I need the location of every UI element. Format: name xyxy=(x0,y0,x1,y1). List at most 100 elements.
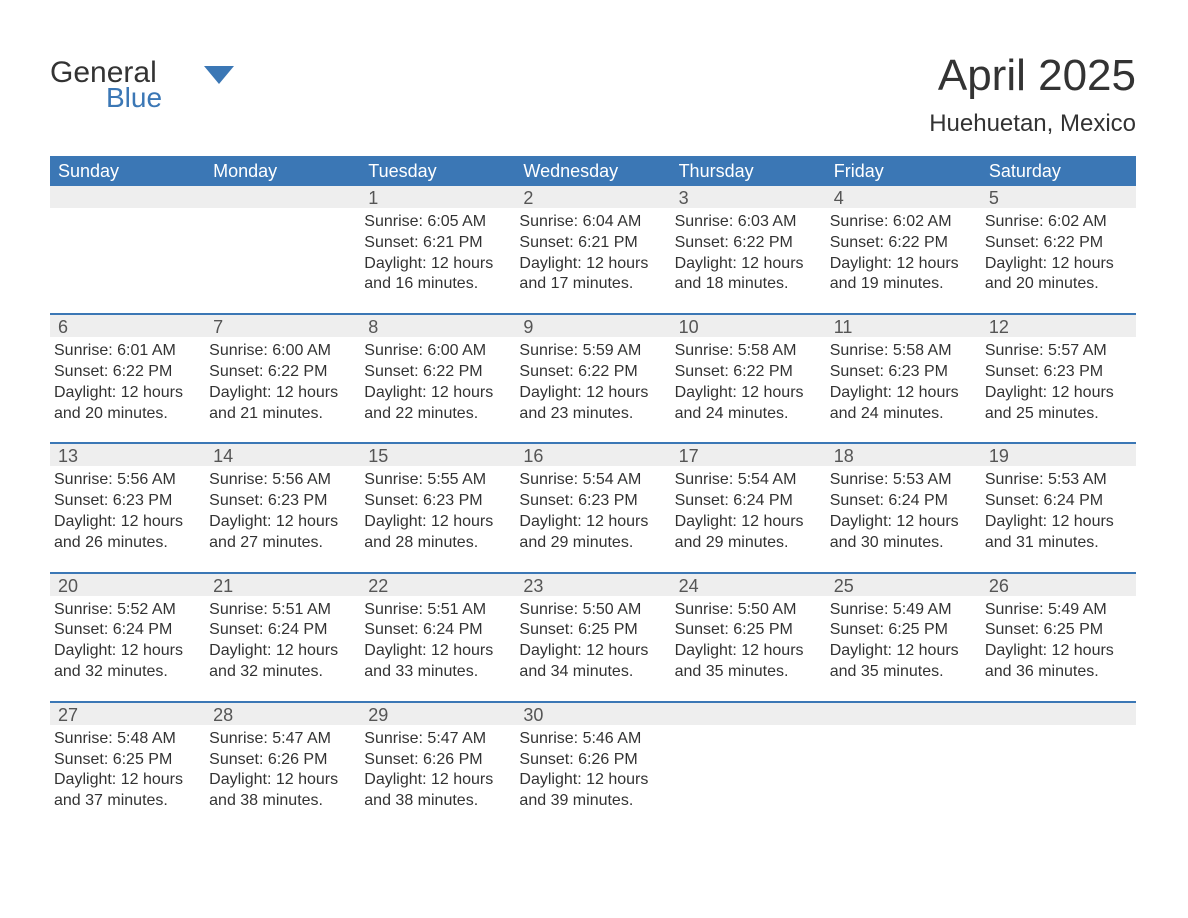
sunset-line: Sunset: 6:22 PM xyxy=(830,233,975,254)
sunset-line: Sunset: 6:22 PM xyxy=(675,362,820,383)
day-cell: 16Sunrise: 5:54 AMSunset: 6:23 PMDayligh… xyxy=(515,444,670,571)
sunrise-line: Sunrise: 5:58 AM xyxy=(830,341,975,362)
day-cell: 9Sunrise: 5:59 AMSunset: 6:22 PMDaylight… xyxy=(515,315,670,442)
day-cell: 29Sunrise: 5:47 AMSunset: 6:26 PMDayligh… xyxy=(360,703,515,830)
day-number: 29 xyxy=(360,703,515,725)
week-row: 6Sunrise: 6:01 AMSunset: 6:22 PMDaylight… xyxy=(50,313,1136,442)
sunset-line: Sunset: 6:23 PM xyxy=(364,491,509,512)
sunset-line: Sunset: 6:24 PM xyxy=(985,491,1130,512)
sunset-line: Sunset: 6:22 PM xyxy=(54,362,199,383)
day-number: 2 xyxy=(515,186,670,208)
daylight-line-2: and 23 minutes. xyxy=(519,404,664,425)
sunset-line: Sunset: 6:21 PM xyxy=(519,233,664,254)
daylight-line-2: and 32 minutes. xyxy=(209,662,354,683)
daylight-line-1: Daylight: 12 hours xyxy=(364,512,509,533)
daylight-line-1: Daylight: 12 hours xyxy=(830,254,975,275)
day-number xyxy=(826,703,981,725)
day-body: Sunrise: 5:48 AMSunset: 6:25 PMDaylight:… xyxy=(50,725,205,812)
day-body: Sunrise: 6:02 AMSunset: 6:22 PMDaylight:… xyxy=(981,208,1136,295)
daylight-line-1: Daylight: 12 hours xyxy=(830,512,975,533)
page-title: April 2025 xyxy=(929,52,1136,100)
sunrise-line: Sunrise: 5:59 AM xyxy=(519,341,664,362)
daylight-line-2: and 33 minutes. xyxy=(364,662,509,683)
daylight-line-2: and 24 minutes. xyxy=(675,404,820,425)
dow-thursday: Thursday xyxy=(671,161,826,182)
day-body: Sunrise: 5:47 AMSunset: 6:26 PMDaylight:… xyxy=(360,725,515,812)
sunrise-line: Sunrise: 5:56 AM xyxy=(54,470,199,491)
daylight-line-1: Daylight: 12 hours xyxy=(54,383,199,404)
day-body: Sunrise: 5:57 AMSunset: 6:23 PMDaylight:… xyxy=(981,337,1136,424)
day-body: Sunrise: 5:49 AMSunset: 6:25 PMDaylight:… xyxy=(981,596,1136,683)
day-number: 11 xyxy=(826,315,981,337)
day-number: 7 xyxy=(205,315,360,337)
day-number: 8 xyxy=(360,315,515,337)
day-cell: 22Sunrise: 5:51 AMSunset: 6:24 PMDayligh… xyxy=(360,574,515,701)
day-cell xyxy=(50,186,205,313)
day-body: Sunrise: 5:58 AMSunset: 6:22 PMDaylight:… xyxy=(671,337,826,424)
day-body: Sunrise: 5:53 AMSunset: 6:24 PMDaylight:… xyxy=(826,466,981,553)
sunrise-line: Sunrise: 5:51 AM xyxy=(209,600,354,621)
daylight-line-2: and 37 minutes. xyxy=(54,791,199,812)
day-body xyxy=(50,208,205,292)
day-number xyxy=(671,703,826,725)
sunrise-line: Sunrise: 6:04 AM xyxy=(519,212,664,233)
day-body: Sunrise: 5:52 AMSunset: 6:24 PMDaylight:… xyxy=(50,596,205,683)
sunset-line: Sunset: 6:26 PM xyxy=(364,750,509,771)
day-cell: 17Sunrise: 5:54 AMSunset: 6:24 PMDayligh… xyxy=(671,444,826,571)
day-number: 13 xyxy=(50,444,205,466)
sunrise-line: Sunrise: 6:01 AM xyxy=(54,341,199,362)
sunset-line: Sunset: 6:24 PM xyxy=(830,491,975,512)
daylight-line-1: Daylight: 12 hours xyxy=(675,641,820,662)
daylight-line-1: Daylight: 12 hours xyxy=(830,383,975,404)
day-body: Sunrise: 5:51 AMSunset: 6:24 PMDaylight:… xyxy=(205,596,360,683)
sunset-line: Sunset: 6:23 PM xyxy=(985,362,1130,383)
daylight-line-2: and 18 minutes. xyxy=(675,274,820,295)
sunset-line: Sunset: 6:25 PM xyxy=(675,620,820,641)
brand-logo: General Blue xyxy=(50,58,162,114)
flag-icon xyxy=(204,66,234,86)
sunrise-line: Sunrise: 5:48 AM xyxy=(54,729,199,750)
daylight-line-1: Daylight: 12 hours xyxy=(519,512,664,533)
daylight-line-1: Daylight: 12 hours xyxy=(675,254,820,275)
sunrise-line: Sunrise: 5:49 AM xyxy=(985,600,1130,621)
sunrise-line: Sunrise: 5:57 AM xyxy=(985,341,1130,362)
daylight-line-2: and 26 minutes. xyxy=(54,533,199,554)
day-cell xyxy=(981,703,1136,830)
sunrise-line: Sunrise: 6:00 AM xyxy=(364,341,509,362)
day-number: 16 xyxy=(515,444,670,466)
daylight-line-1: Daylight: 12 hours xyxy=(364,770,509,791)
day-number: 5 xyxy=(981,186,1136,208)
day-body: Sunrise: 6:02 AMSunset: 6:22 PMDaylight:… xyxy=(826,208,981,295)
day-number: 24 xyxy=(671,574,826,596)
day-cell: 24Sunrise: 5:50 AMSunset: 6:25 PMDayligh… xyxy=(671,574,826,701)
sunset-line: Sunset: 6:24 PM xyxy=(675,491,820,512)
sunrise-line: Sunrise: 6:00 AM xyxy=(209,341,354,362)
day-body: Sunrise: 6:00 AMSunset: 6:22 PMDaylight:… xyxy=(205,337,360,424)
daylight-line-2: and 19 minutes. xyxy=(830,274,975,295)
day-body xyxy=(826,725,981,809)
sunrise-line: Sunrise: 5:47 AM xyxy=(209,729,354,750)
day-body: Sunrise: 5:59 AMSunset: 6:22 PMDaylight:… xyxy=(515,337,670,424)
sunset-line: Sunset: 6:25 PM xyxy=(54,750,199,771)
sunset-line: Sunset: 6:22 PM xyxy=(519,362,664,383)
day-number: 4 xyxy=(826,186,981,208)
day-cell xyxy=(826,703,981,830)
daylight-line-2: and 17 minutes. xyxy=(519,274,664,295)
day-body: Sunrise: 5:54 AMSunset: 6:23 PMDaylight:… xyxy=(515,466,670,553)
day-number xyxy=(981,703,1136,725)
sunset-line: Sunset: 6:25 PM xyxy=(830,620,975,641)
day-number: 1 xyxy=(360,186,515,208)
day-number: 10 xyxy=(671,315,826,337)
day-cell: 19Sunrise: 5:53 AMSunset: 6:24 PMDayligh… xyxy=(981,444,1136,571)
daylight-line-1: Daylight: 12 hours xyxy=(985,383,1130,404)
day-cell: 7Sunrise: 6:00 AMSunset: 6:22 PMDaylight… xyxy=(205,315,360,442)
day-body: Sunrise: 5:49 AMSunset: 6:25 PMDaylight:… xyxy=(826,596,981,683)
day-cell: 3Sunrise: 6:03 AMSunset: 6:22 PMDaylight… xyxy=(671,186,826,313)
day-number: 21 xyxy=(205,574,360,596)
day-body xyxy=(671,725,826,809)
day-number xyxy=(205,186,360,208)
day-cell: 5Sunrise: 6:02 AMSunset: 6:22 PMDaylight… xyxy=(981,186,1136,313)
daylight-line-2: and 21 minutes. xyxy=(209,404,354,425)
sunset-line: Sunset: 6:22 PM xyxy=(209,362,354,383)
day-cell: 28Sunrise: 5:47 AMSunset: 6:26 PMDayligh… xyxy=(205,703,360,830)
